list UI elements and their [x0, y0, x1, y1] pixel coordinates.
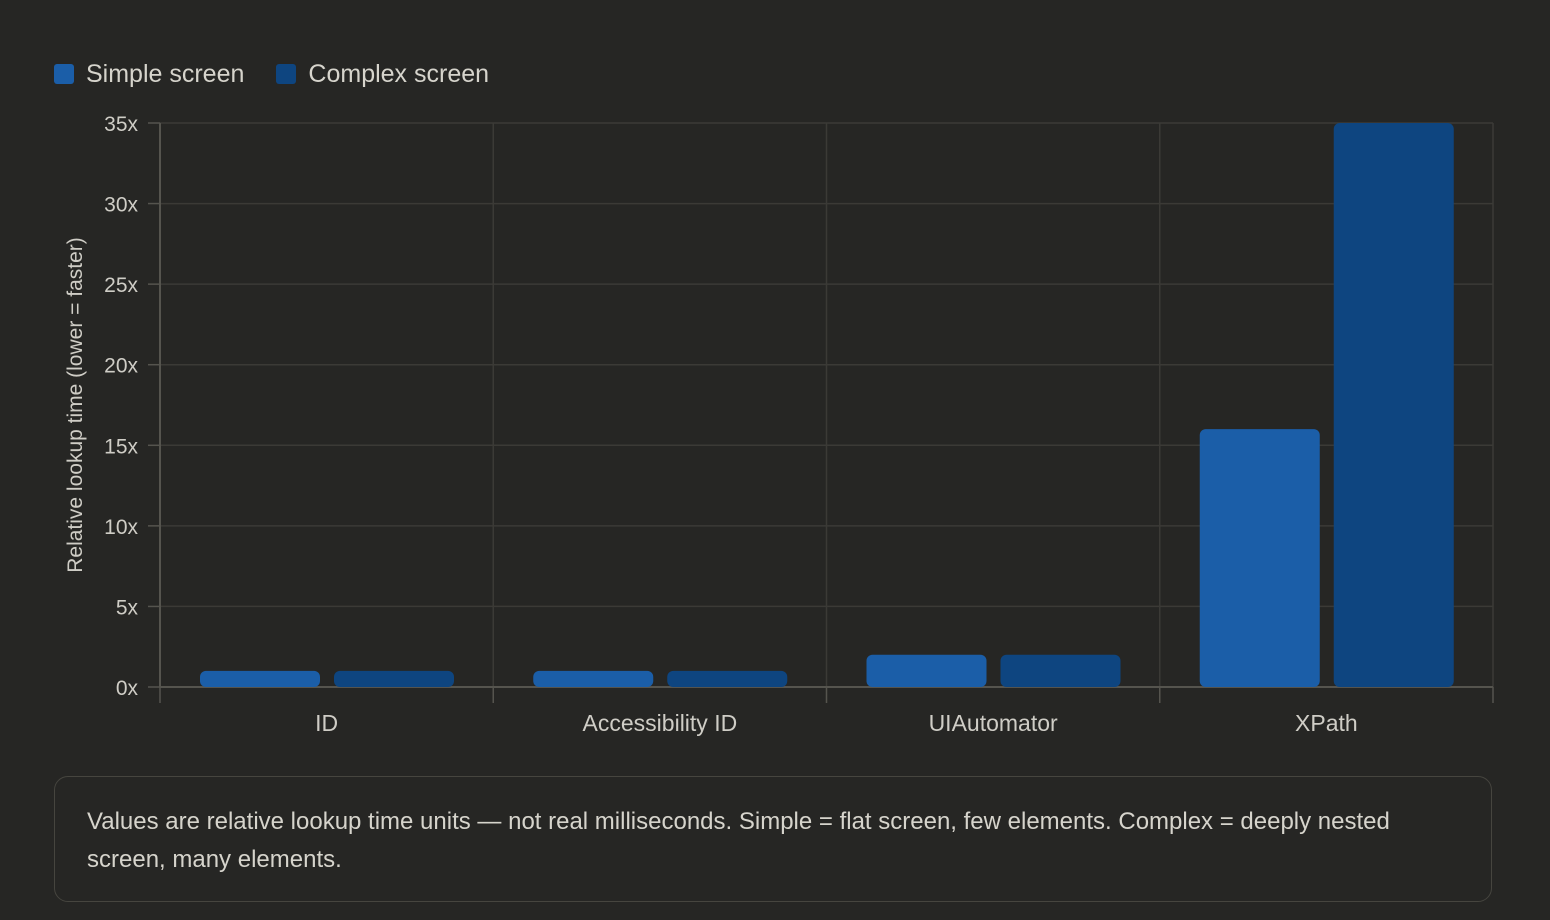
y-tick-label: 15x	[104, 435, 138, 458]
y-tick-label: 20x	[104, 355, 138, 378]
x-tick-label: Accessibility ID	[583, 710, 738, 736]
y-tick-label: 5x	[116, 596, 139, 619]
x-tick-label: UIAutomator	[929, 710, 1058, 736]
bar-complex-screen-uiautomator[interactable]	[1000, 654, 1121, 687]
y-tick-label: 0x	[116, 677, 139, 700]
chart-legend: Simple screen Complex screen	[54, 58, 489, 90]
y-tick-label: 30x	[104, 194, 138, 217]
y-tick-label: 35x	[104, 113, 138, 136]
legend-swatch-simple	[54, 64, 74, 84]
x-tick-label: ID	[315, 710, 338, 736]
y-tick-label: 25x	[104, 274, 138, 297]
legend-label-complex: Complex screen	[308, 59, 490, 88]
chart-footnote: Values are relative lookup time units — …	[54, 776, 1492, 902]
y-tick-label: 10x	[104, 516, 138, 539]
bar-simple-screen-uiautomator[interactable]	[866, 654, 987, 687]
bar-chart: 0x 5x 10x 15x 20x 25x 30x 35x ID Accessibility ID…	[64, 113, 1494, 736]
bar-simple-screen-xpath[interactable]	[1199, 429, 1320, 687]
bar-complex-screen-xpath[interactable]	[1333, 123, 1454, 687]
x-tick-label: XPath	[1295, 710, 1358, 736]
legend-label-simple: Simple screen	[86, 59, 245, 88]
y-axis-label: Relative lookup time (lower = faster)	[64, 237, 87, 573]
bar-simple-screen-accessibility-id[interactable]	[533, 670, 654, 687]
bar-simple-screen-id[interactable]	[200, 670, 320, 687]
bar-complex-screen-accessibility-id[interactable]	[667, 670, 788, 687]
legend-swatch-complex	[276, 64, 297, 84]
legend-item-simple[interactable]: Simple screen	[54, 60, 244, 89]
bar-complex-screen-id[interactable]	[334, 670, 454, 687]
legend-item-complex[interactable]: Complex screen	[276, 60, 489, 89]
bars	[200, 123, 1454, 687]
